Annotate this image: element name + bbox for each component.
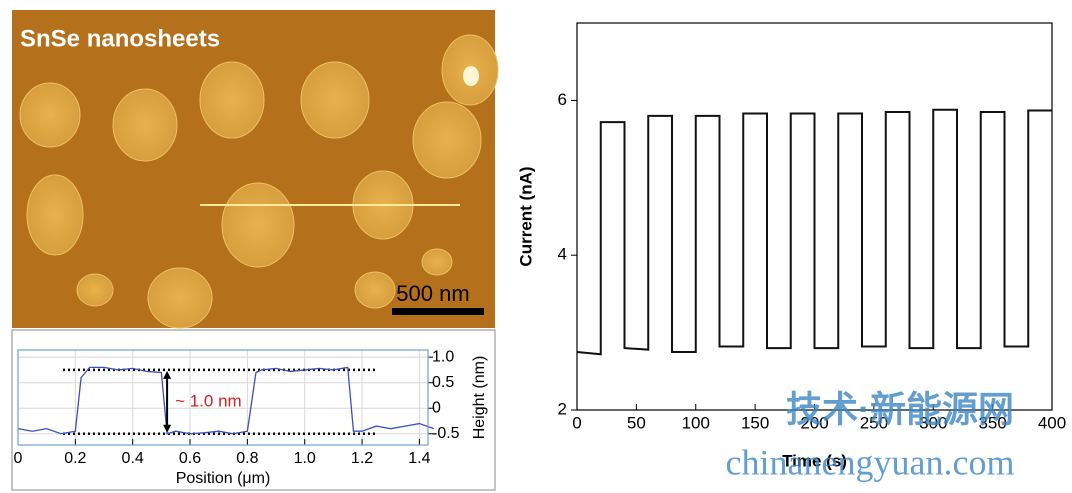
annotation: ~ 1.0 nm [175, 391, 242, 410]
watermark-url: chinanengyuan.com [726, 442, 1015, 482]
image-label: SnSe nanosheets [20, 25, 220, 52]
x-tick-label: 150 [741, 413, 769, 432]
height-profile: -0.5 0 0.5 1.0 0 0.2 0.4 0.6 0.8 1.0 1.2 1.4 Positio… [12, 330, 495, 490]
y-axis-title: Current (nA) [516, 166, 535, 266]
x-tick-label: 50 [627, 413, 646, 432]
x-axis-title: Position (μm) [176, 470, 271, 487]
y-tick-label: 0.5 [432, 374, 454, 391]
x-tick-label: 0.2 [64, 450, 86, 467]
watermark-cn: 技术·新能源网 [786, 389, 1014, 430]
x-tick-label: 1.2 [351, 450, 373, 467]
x-tick-label: 0.4 [122, 450, 144, 467]
y-tick-label: 6 [558, 90, 567, 109]
x-tick-label: 400 [1038, 413, 1066, 432]
x-tick-label: 1.4 [408, 450, 430, 467]
figure: SnSe nanosheets 500 nm -0.5 0 0.5 1.0 0 0.2 0.… [0, 0, 1072, 493]
x-tick-label: 0.6 [179, 450, 201, 467]
scale-bar-label: 500 nm [396, 281, 469, 306]
y-tick-label: 4 [558, 245, 567, 264]
y-tick-label: 1.0 [432, 348, 454, 365]
y-axis-title: Height (nm) [471, 356, 488, 440]
x-tick-label: 0 [572, 413, 581, 432]
afm-image: SnSe nanosheets 500 nm [12, 10, 498, 328]
y-tick-label: -0.5 [432, 425, 460, 442]
x-tick-label: 100 [682, 413, 710, 432]
y-tick-label: 0 [432, 399, 441, 416]
watermark: 技术·新能源网 chinanengyuan.com [726, 389, 1015, 483]
data-line [577, 110, 1052, 355]
x-tick-label: 0.8 [236, 450, 258, 467]
x-tick-label: 0 [14, 450, 23, 467]
y-tick-label: 2 [558, 399, 567, 418]
x-tick-label: 1.0 [294, 450, 316, 467]
